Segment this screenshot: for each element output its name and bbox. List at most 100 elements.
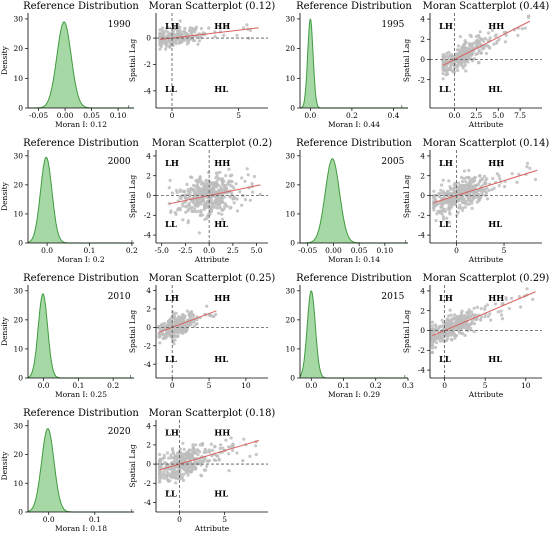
scatter-point bbox=[178, 316, 182, 320]
quadrant-ll: LL bbox=[439, 220, 451, 230]
scatter-point bbox=[459, 175, 464, 180]
scatter-point bbox=[497, 37, 501, 42]
scatter-point bbox=[519, 305, 523, 309]
scatter-point bbox=[453, 66, 457, 70]
quadrant-ll: LL bbox=[165, 220, 177, 230]
quadrant-lh: LH bbox=[439, 294, 453, 304]
scatter-point bbox=[463, 61, 467, 65]
y-tick-label: -2 bbox=[144, 211, 152, 220]
scatter-point bbox=[173, 211, 177, 215]
scatter-point bbox=[199, 27, 203, 31]
scatter-point bbox=[220, 217, 225, 221]
x-tick-label: 2.5 bbox=[227, 246, 239, 255]
scatter-point bbox=[248, 454, 252, 458]
scatter-point bbox=[161, 470, 166, 474]
scatter-point bbox=[466, 198, 470, 202]
scatter-point bbox=[169, 473, 173, 477]
scatter-point bbox=[474, 190, 478, 194]
scatter-point bbox=[448, 308, 452, 312]
scatter-point bbox=[471, 198, 475, 202]
scatter-point bbox=[174, 311, 178, 315]
scatter-point bbox=[242, 437, 246, 441]
scatter-point bbox=[525, 287, 529, 291]
scatter-point bbox=[490, 28, 494, 32]
panel-title: Reference Distribution bbox=[296, 273, 412, 284]
scatter-point bbox=[482, 187, 486, 191]
scatter-point bbox=[181, 441, 185, 445]
x-tick-label: 0.4 bbox=[387, 111, 399, 120]
y-axis-label: Spatial Lag bbox=[128, 444, 137, 488]
scatter-point bbox=[235, 451, 239, 455]
scatter-point bbox=[230, 184, 234, 188]
scatter-point bbox=[533, 177, 538, 182]
scatter-point bbox=[234, 182, 238, 186]
scatter-point bbox=[167, 467, 171, 471]
scatter-point bbox=[161, 325, 165, 329]
scatter-point bbox=[440, 183, 444, 187]
scatter-point bbox=[479, 189, 483, 193]
x-tick-label: 5 bbox=[207, 381, 212, 390]
y-tick-label: 0 bbox=[18, 239, 23, 248]
scatter-point bbox=[441, 58, 445, 62]
x-tick-label: 0.1 bbox=[338, 381, 350, 390]
scatter-point bbox=[450, 338, 454, 342]
quadrant-ll: LL bbox=[165, 489, 177, 499]
scatter-point bbox=[441, 65, 445, 69]
scatter-point bbox=[500, 302, 504, 306]
scatter-point bbox=[171, 475, 175, 480]
y-tick-label: 10 bbox=[13, 74, 23, 83]
y-tick-label: 4 bbox=[146, 152, 151, 161]
x-axis-label: Moran I: 0.44 bbox=[328, 120, 380, 129]
scatter-point bbox=[171, 466, 175, 470]
scatter-point bbox=[475, 183, 479, 187]
scatter-point bbox=[461, 64, 465, 68]
scatter-point bbox=[460, 309, 464, 313]
scatter-point bbox=[464, 180, 468, 184]
scatter-point bbox=[458, 35, 462, 39]
scatter-point bbox=[488, 36, 492, 40]
scatter-point bbox=[485, 177, 489, 181]
scatter-point bbox=[210, 195, 214, 199]
scatter-point bbox=[177, 328, 181, 332]
scatter-point bbox=[220, 195, 224, 199]
scatter-point bbox=[460, 179, 465, 184]
y-tick-label: 4 bbox=[420, 15, 425, 24]
scatter-point bbox=[218, 177, 222, 181]
scatter-point bbox=[214, 312, 218, 316]
scatter-point bbox=[483, 307, 487, 311]
year-annotation: 2015 bbox=[381, 292, 404, 302]
scatter-point bbox=[158, 38, 162, 42]
scatter-point bbox=[198, 199, 202, 203]
x-tick-label: 0 bbox=[177, 515, 182, 524]
scatter-point bbox=[516, 33, 520, 38]
y-tick-label: 0 bbox=[420, 326, 425, 335]
scatter-point bbox=[191, 448, 195, 452]
scatter-point bbox=[439, 188, 443, 192]
scatter-point bbox=[181, 466, 185, 471]
panel-title: Moran Scatterplot (0.44) bbox=[423, 1, 550, 12]
scatter-point bbox=[453, 321, 458, 325]
scatter-point bbox=[189, 207, 193, 211]
scatter-point bbox=[466, 47, 470, 51]
y-tick-label: 20 bbox=[285, 315, 295, 324]
scatter-point bbox=[475, 38, 479, 42]
quadrant-hl: HL bbox=[488, 355, 502, 365]
scatter-point bbox=[468, 33, 472, 37]
scatter-point bbox=[222, 183, 226, 187]
scatter-point bbox=[199, 474, 204, 478]
scatter-point bbox=[213, 184, 217, 188]
scatter-point bbox=[447, 220, 451, 224]
panel-title: Moran Scatterplot (0.18) bbox=[149, 408, 276, 419]
scatter-point bbox=[474, 313, 478, 317]
scatter-point bbox=[435, 212, 439, 216]
density-area bbox=[28, 157, 134, 243]
y-tick-label: 10 bbox=[285, 210, 295, 219]
x-tick-label: 0.1 bbox=[89, 515, 101, 524]
panel-title: Reference Distribution bbox=[23, 408, 139, 419]
scatter-point bbox=[496, 310, 500, 314]
scatter-point bbox=[456, 69, 460, 73]
scatter-point bbox=[452, 62, 456, 66]
scatter-point bbox=[215, 179, 219, 183]
